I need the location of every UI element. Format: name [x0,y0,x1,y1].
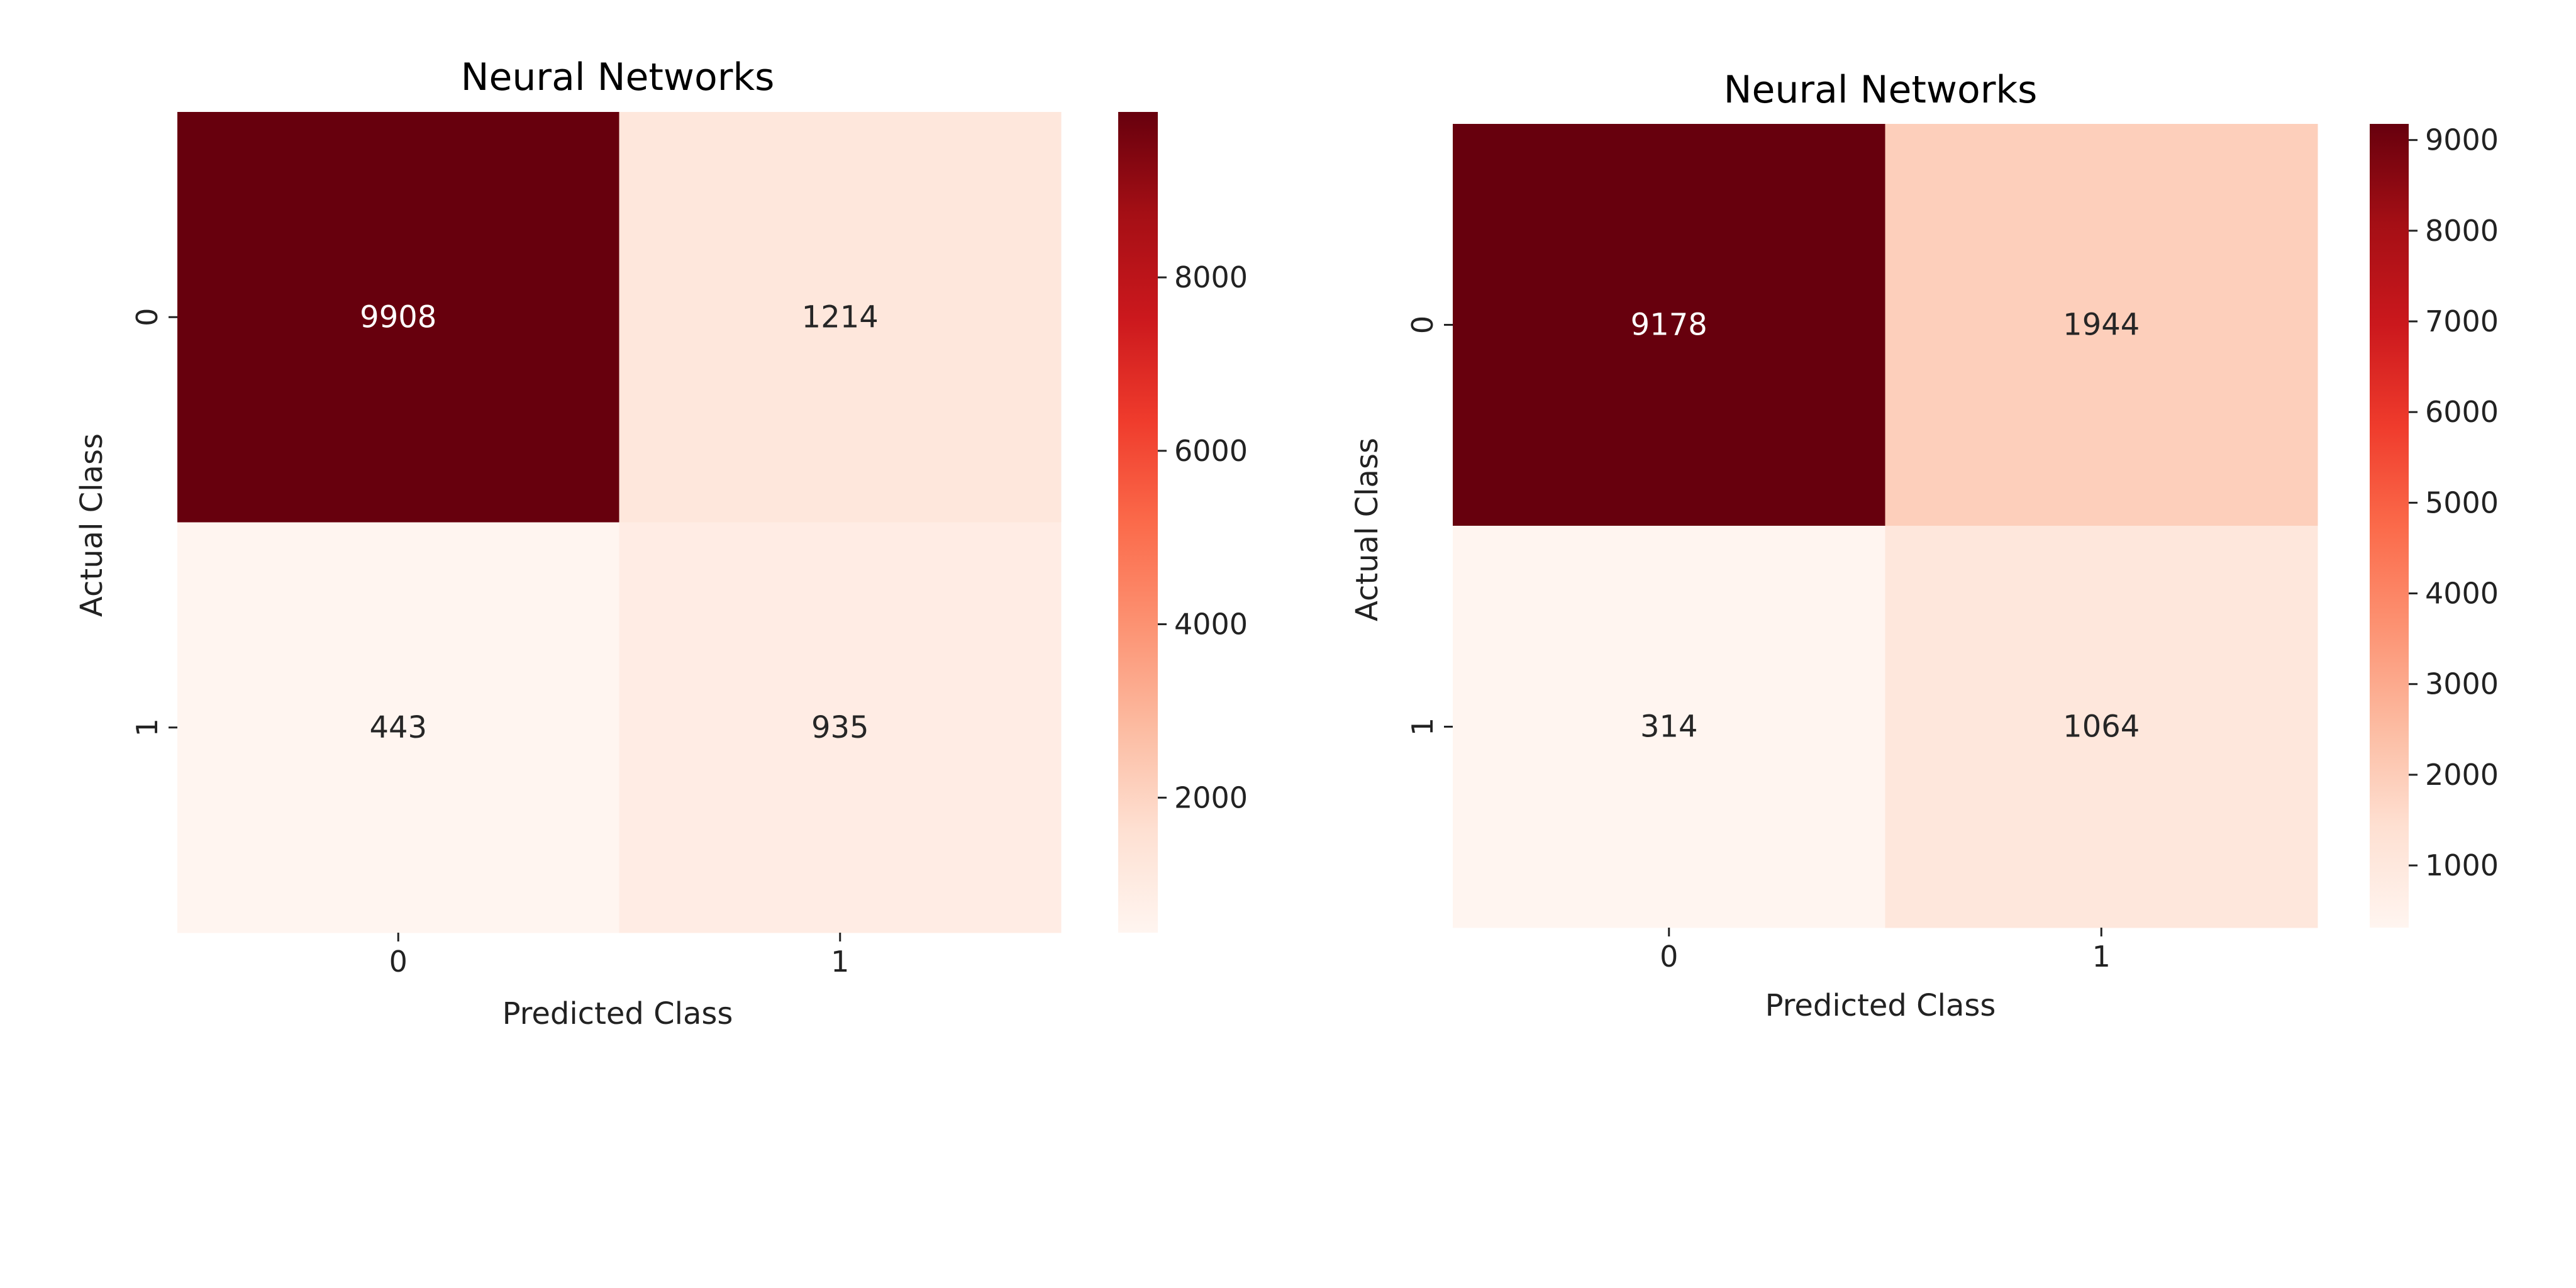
x-tick-label: 1 [2092,940,2111,974]
x-tick-label: 0 [389,945,408,979]
colorbar [2370,124,2409,928]
cell-value-label: 9908 [360,299,436,335]
heatmap-cell [177,522,619,933]
colorbar-tick-label: 2000 [1174,780,1248,814]
colorbar-tick-label: 2000 [2425,758,2499,792]
colorbar-tick-label: 9000 [2425,123,2499,157]
y-tick-label: 0 [130,308,164,326]
chart-title: Neural Networks [461,55,775,99]
colorbar-tick-label: 3000 [2425,667,2499,701]
colorbar [1118,112,1158,933]
cell-value-label: 935 [811,710,869,745]
chart-title: Neural Networks [1724,68,2038,112]
y-axis-label: Actual Class [1350,438,1385,621]
x-tick-label: 0 [1660,940,1678,974]
heatmap-cell [177,112,619,523]
cell-value-label: 443 [369,710,427,745]
colorbar-ticks: 1000 2000 3000 4000 5000 6000 7000 8000 9000 [2409,123,2499,882]
cell-value-label: 1214 [802,299,879,335]
colorbar-tick-label: 8000 [2425,214,2499,248]
heatmap-cell [619,522,1062,933]
cell-value-label: 1944 [2063,308,2140,343]
cell-value-label: 1064 [2063,709,2140,745]
heatmap-cell [1885,124,2318,526]
heatmap-cell [1885,526,2318,928]
cell-value-label: 314 [1640,709,1698,745]
y-tick-label: 1 [1406,718,1440,736]
y-axis-ticks: 01 [1406,316,1453,736]
colorbar-tick-label: 4000 [1174,608,1248,641]
cell-value-label: 9178 [1631,308,1707,343]
x-tick-label: 1 [831,945,849,979]
y-axis-ticks: 01 [130,308,177,736]
colorbar-tick-label: 6000 [2425,395,2499,429]
colorbar-tick-label: 4000 [2425,577,2499,611]
colorbar-tick-label: 6000 [1174,434,1248,468]
heatmap-cell [1453,124,1885,526]
y-axis-label: Actual Class [74,433,109,617]
colorbar-tick-label: 5000 [2425,486,2499,519]
colorbar-tick-label: 8000 [1174,260,1248,294]
colorbar-tick-label: 7000 [2425,304,2499,338]
colorbar-ticks: 2000 4000 6000 8000 [1158,260,1248,814]
heatmap-cells: 9178 1944 314 1064 [1453,124,2318,928]
y-tick-label: 0 [1406,316,1440,334]
y-tick-label: 1 [130,718,164,736]
colorbar-tick-label: 1000 [2425,848,2499,882]
x-axis-label: Predicted Class [1765,988,1996,1023]
x-axis-label: Predicted Class [502,996,733,1031]
heatmap-cells: 9908 1214 443 935 [177,112,1062,933]
heatmap-cell [1453,526,1885,928]
heatmap-cell [619,112,1062,523]
